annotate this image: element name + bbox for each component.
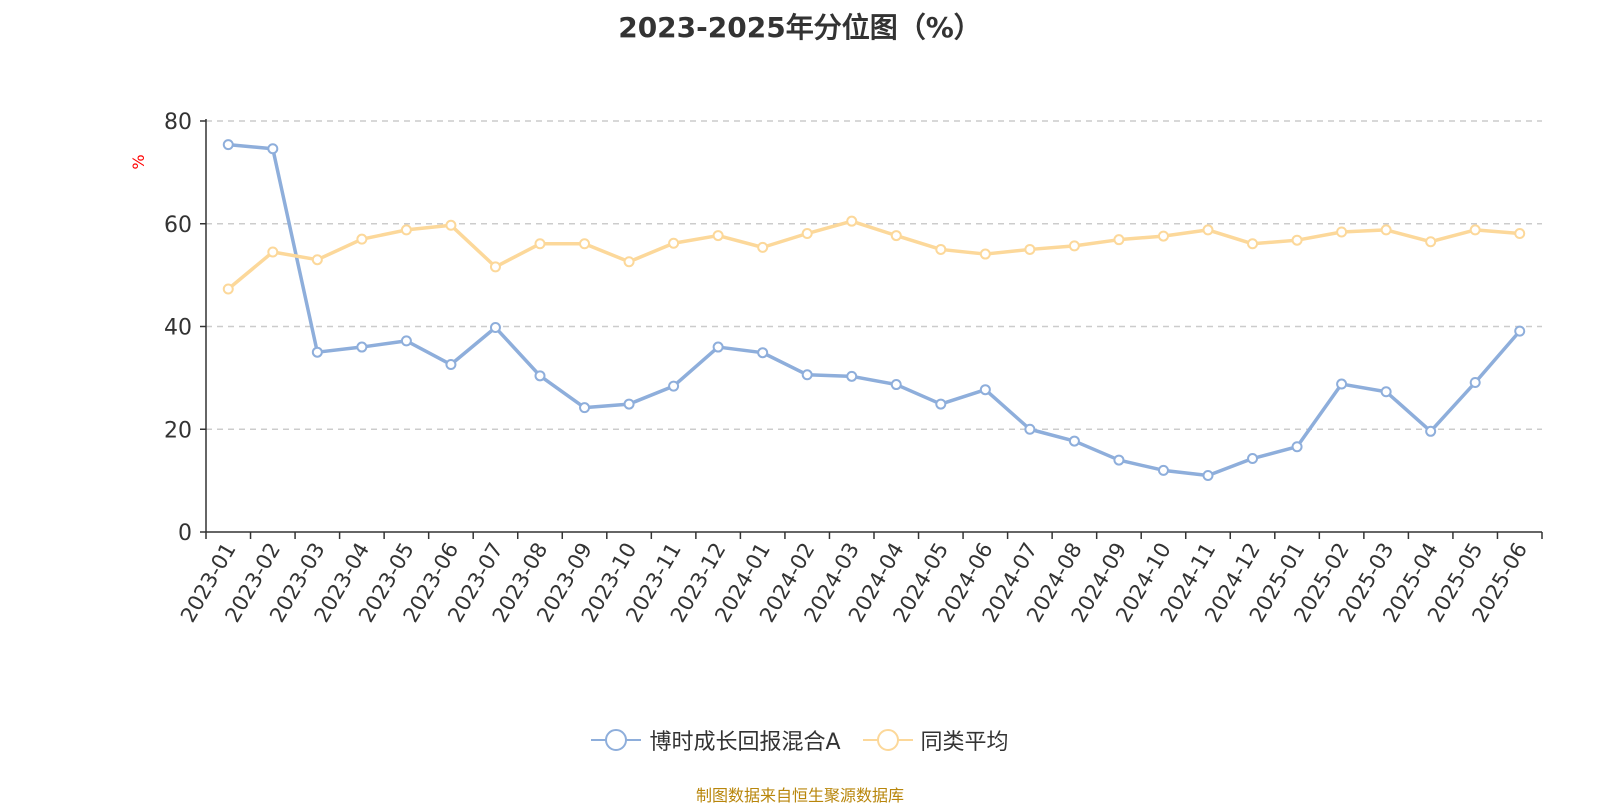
data-point-1[interactable] <box>536 239 545 248</box>
legend-swatch-icon <box>863 726 913 754</box>
data-point-1[interactable] <box>625 257 634 266</box>
data-point-1[interactable] <box>1382 225 1391 234</box>
legend-item-1[interactable]: 同类平均 <box>863 724 1009 756</box>
data-point-1[interactable] <box>1426 237 1435 246</box>
data-point-0[interactable] <box>803 370 812 379</box>
data-point-0[interactable] <box>580 403 589 412</box>
y-axis-label: % <box>129 154 148 169</box>
data-point-1[interactable] <box>1159 232 1168 241</box>
data-point-1[interactable] <box>803 229 812 238</box>
data-point-1[interactable] <box>758 243 767 252</box>
data-point-0[interactable] <box>625 400 634 409</box>
data-point-1[interactable] <box>1337 227 1346 236</box>
data-point-1[interactable] <box>357 235 366 244</box>
legend-swatch-icon <box>591 726 641 754</box>
data-point-1[interactable] <box>714 231 723 240</box>
data-point-0[interactable] <box>1426 427 1435 436</box>
data-point-0[interactable] <box>1471 378 1480 387</box>
series-line-1 <box>228 221 1519 289</box>
data-point-1[interactable] <box>446 221 455 230</box>
data-point-0[interactable] <box>758 348 767 357</box>
legend-item-0[interactable]: 博时成长回报混合A <box>591 724 840 756</box>
axes: 0204060802023-012023-022023-032023-04202… <box>164 110 1542 626</box>
data-point-1[interactable] <box>1070 241 1079 250</box>
data-point-1[interactable] <box>1204 225 1213 234</box>
data-point-0[interactable] <box>1070 437 1079 446</box>
data-point-1[interactable] <box>1114 235 1123 244</box>
data-point-0[interactable] <box>1114 456 1123 465</box>
data-point-0[interactable] <box>1159 466 1168 475</box>
data-point-0[interactable] <box>1382 387 1391 396</box>
data-point-1[interactable] <box>1248 239 1257 248</box>
y-tick-label: 60 <box>164 213 192 238</box>
data-point-0[interactable] <box>714 343 723 352</box>
data-point-1[interactable] <box>936 245 945 254</box>
y-tick-label: 0 <box>178 521 192 546</box>
data-point-0[interactable] <box>981 385 990 394</box>
data-point-0[interactable] <box>936 400 945 409</box>
data-point-1[interactable] <box>1471 225 1480 234</box>
data-point-0[interactable] <box>1248 454 1257 463</box>
data-point-1[interactable] <box>402 225 411 234</box>
data-point-0[interactable] <box>1515 327 1524 336</box>
legend-label: 博时成长回报混合A <box>649 724 840 756</box>
data-point-0[interactable] <box>402 336 411 345</box>
data-point-1[interactable] <box>580 239 589 248</box>
data-point-0[interactable] <box>847 372 856 381</box>
y-tick-label: 80 <box>164 110 192 135</box>
data-point-0[interactable] <box>669 382 678 391</box>
y-tick-label: 40 <box>164 316 192 341</box>
data-point-1[interactable] <box>1293 236 1302 245</box>
data-point-0[interactable] <box>268 144 277 153</box>
data-point-1[interactable] <box>313 255 322 264</box>
data-point-0[interactable] <box>1293 442 1302 451</box>
legend-label: 同类平均 <box>921 724 1009 756</box>
y-tick-label: 20 <box>164 418 192 443</box>
data-point-1[interactable] <box>981 250 990 259</box>
data-point-0[interactable] <box>357 343 366 352</box>
data-point-1[interactable] <box>669 239 678 248</box>
data-point-0[interactable] <box>892 380 901 389</box>
data-point-1[interactable] <box>892 231 901 240</box>
data-point-0[interactable] <box>491 323 500 332</box>
data-point-0[interactable] <box>446 360 455 369</box>
source-note: 制图数据来自恒生聚源数据库 <box>0 782 1600 806</box>
data-point-1[interactable] <box>224 284 233 293</box>
data-point-1[interactable] <box>1025 245 1034 254</box>
data-point-0[interactable] <box>536 371 545 380</box>
data-point-1[interactable] <box>847 217 856 226</box>
legend: 博时成长回报混合A 同类平均 <box>0 720 1600 760</box>
data-point-1[interactable] <box>268 248 277 257</box>
data-point-1[interactable] <box>491 262 500 271</box>
data-point-1[interactable] <box>1515 229 1524 238</box>
series-line-0 <box>228 145 1519 476</box>
data-point-0[interactable] <box>1204 471 1213 480</box>
data-point-0[interactable] <box>1025 425 1034 434</box>
data-point-0[interactable] <box>313 348 322 357</box>
data-point-0[interactable] <box>224 140 233 149</box>
data-point-0[interactable] <box>1337 380 1346 389</box>
